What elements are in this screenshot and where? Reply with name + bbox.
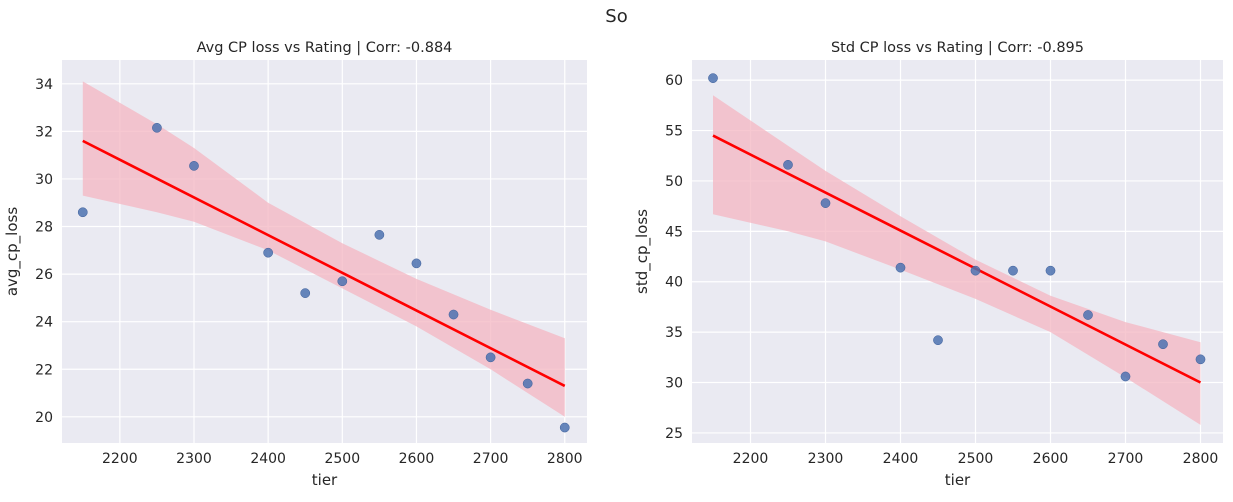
- chart-1-data-point: [485, 352, 496, 363]
- chart-1-data-point: [337, 276, 348, 287]
- chart-1-regression-line: [82, 139, 566, 388]
- chart-2-data-point: [933, 335, 943, 346]
- chart-2-x-tick-label: 2700: [1108, 451, 1144, 467]
- chart-1-data-point: [374, 229, 385, 240]
- chart-1-group: 2200 2300 2400 2500 2600 2700 2800 20 22 24 26 28 30…: [3, 40, 587, 489]
- chart-1-y-tick-label: 28: [35, 220, 53, 236]
- chart-1-data-point: [448, 309, 459, 320]
- chart-2-regression-line: [712, 134, 1202, 384]
- chart-2-data-point: [1008, 265, 1018, 276]
- chart-2-y-tick-label: 35: [665, 325, 683, 341]
- chart-1-y-tick-label: 24: [35, 315, 53, 331]
- chart-2-data-point: [1083, 310, 1093, 320]
- chart-1-x-tick-label: 2400: [250, 451, 286, 467]
- chart-1-title: Avg CP loss vs Rating | Corr: -0.884: [197, 40, 453, 56]
- chart-2-data-point: [708, 73, 718, 83]
- chart-1-data-point: [77, 207, 88, 218]
- chart-1-x-tick-label: 2700: [473, 451, 509, 467]
- chart-2-data-point: [1195, 354, 1206, 365]
- chart-2-x-tick-label: 2400: [883, 451, 919, 467]
- chart-1-y-tick-label: 22: [35, 362, 53, 378]
- chart-2-x-tick-label: 2600: [1033, 451, 1069, 467]
- figure-suptitle: So: [605, 6, 628, 27]
- chart-2-y-tick-label: 40: [665, 275, 683, 291]
- chart-1-data-point: [300, 288, 311, 298]
- chart-2-data-point: [1120, 371, 1131, 382]
- chart-2-data-point: [820, 198, 831, 208]
- chart-2-x-tick-label: 2800: [1183, 451, 1219, 467]
- chart-1-x-tick-label: 2800: [547, 451, 583, 467]
- chart-1-x-tick-label: 2300: [176, 451, 212, 467]
- chart-1-x-tick-label: 2500: [324, 451, 360, 467]
- chart-1-data-point: [152, 122, 162, 133]
- chart-1-y-tick-label: 30: [35, 172, 53, 188]
- chart-2-data-point: [783, 159, 793, 170]
- chart-2-title: Std CP loss vs Rating | Corr: -0.895: [831, 40, 1084, 56]
- chart-2-data-point: [1045, 265, 1056, 276]
- chart-1-y-axis-label: avg_cp_loss: [3, 207, 22, 297]
- chart-1-data-point: [559, 422, 570, 433]
- chart-2-y-tick-label: 45: [665, 224, 683, 240]
- chart-2-x-axis-label: tier: [945, 471, 971, 489]
- chart-2-y-tick-label: 50: [665, 174, 683, 190]
- chart-2-x-tick-label: 2300: [808, 451, 844, 467]
- chart-2-data-point: [895, 262, 906, 273]
- chart-1-data-point: [189, 161, 199, 171]
- chart-2-y-tick-label: 25: [665, 426, 683, 442]
- chart-2-group: 2200 2300 2400 2500 2600 2700 2800 25 30 35 40 45 50…: [633, 40, 1223, 489]
- chart-1-y-tick-label: 34: [35, 77, 53, 93]
- chart-2-x-tick-label: 2200: [733, 451, 769, 467]
- chart-1-y-tick-label: 26: [35, 267, 53, 283]
- chart-2-data-point: [970, 265, 981, 276]
- chart-1-confidence-band: [82, 81, 565, 417]
- chart-1-y-tick-label: 20: [35, 410, 53, 426]
- chart-1-x-axis-label: tier: [312, 471, 338, 489]
- chart-2-y-axis-label: std_cp_loss: [633, 209, 652, 294]
- chart-1-data-point: [522, 378, 533, 389]
- chart-1-x-tick-label: 2600: [399, 451, 435, 467]
- chart-2-x-tick-label: 2500: [958, 451, 994, 467]
- chart-1-y-tick-label: 32: [35, 124, 53, 140]
- chart-1-data-point: [263, 247, 273, 258]
- chart-1-x-tick-label: 2200: [102, 451, 138, 467]
- chart-2-y-tick-label: 60: [665, 73, 683, 89]
- chart-2-y-tick-label: 55: [665, 124, 683, 140]
- chart-1-data-point: [411, 258, 422, 269]
- chart-2-data-point: [1158, 339, 1168, 350]
- chart-2-y-tick-label: 30: [665, 376, 683, 392]
